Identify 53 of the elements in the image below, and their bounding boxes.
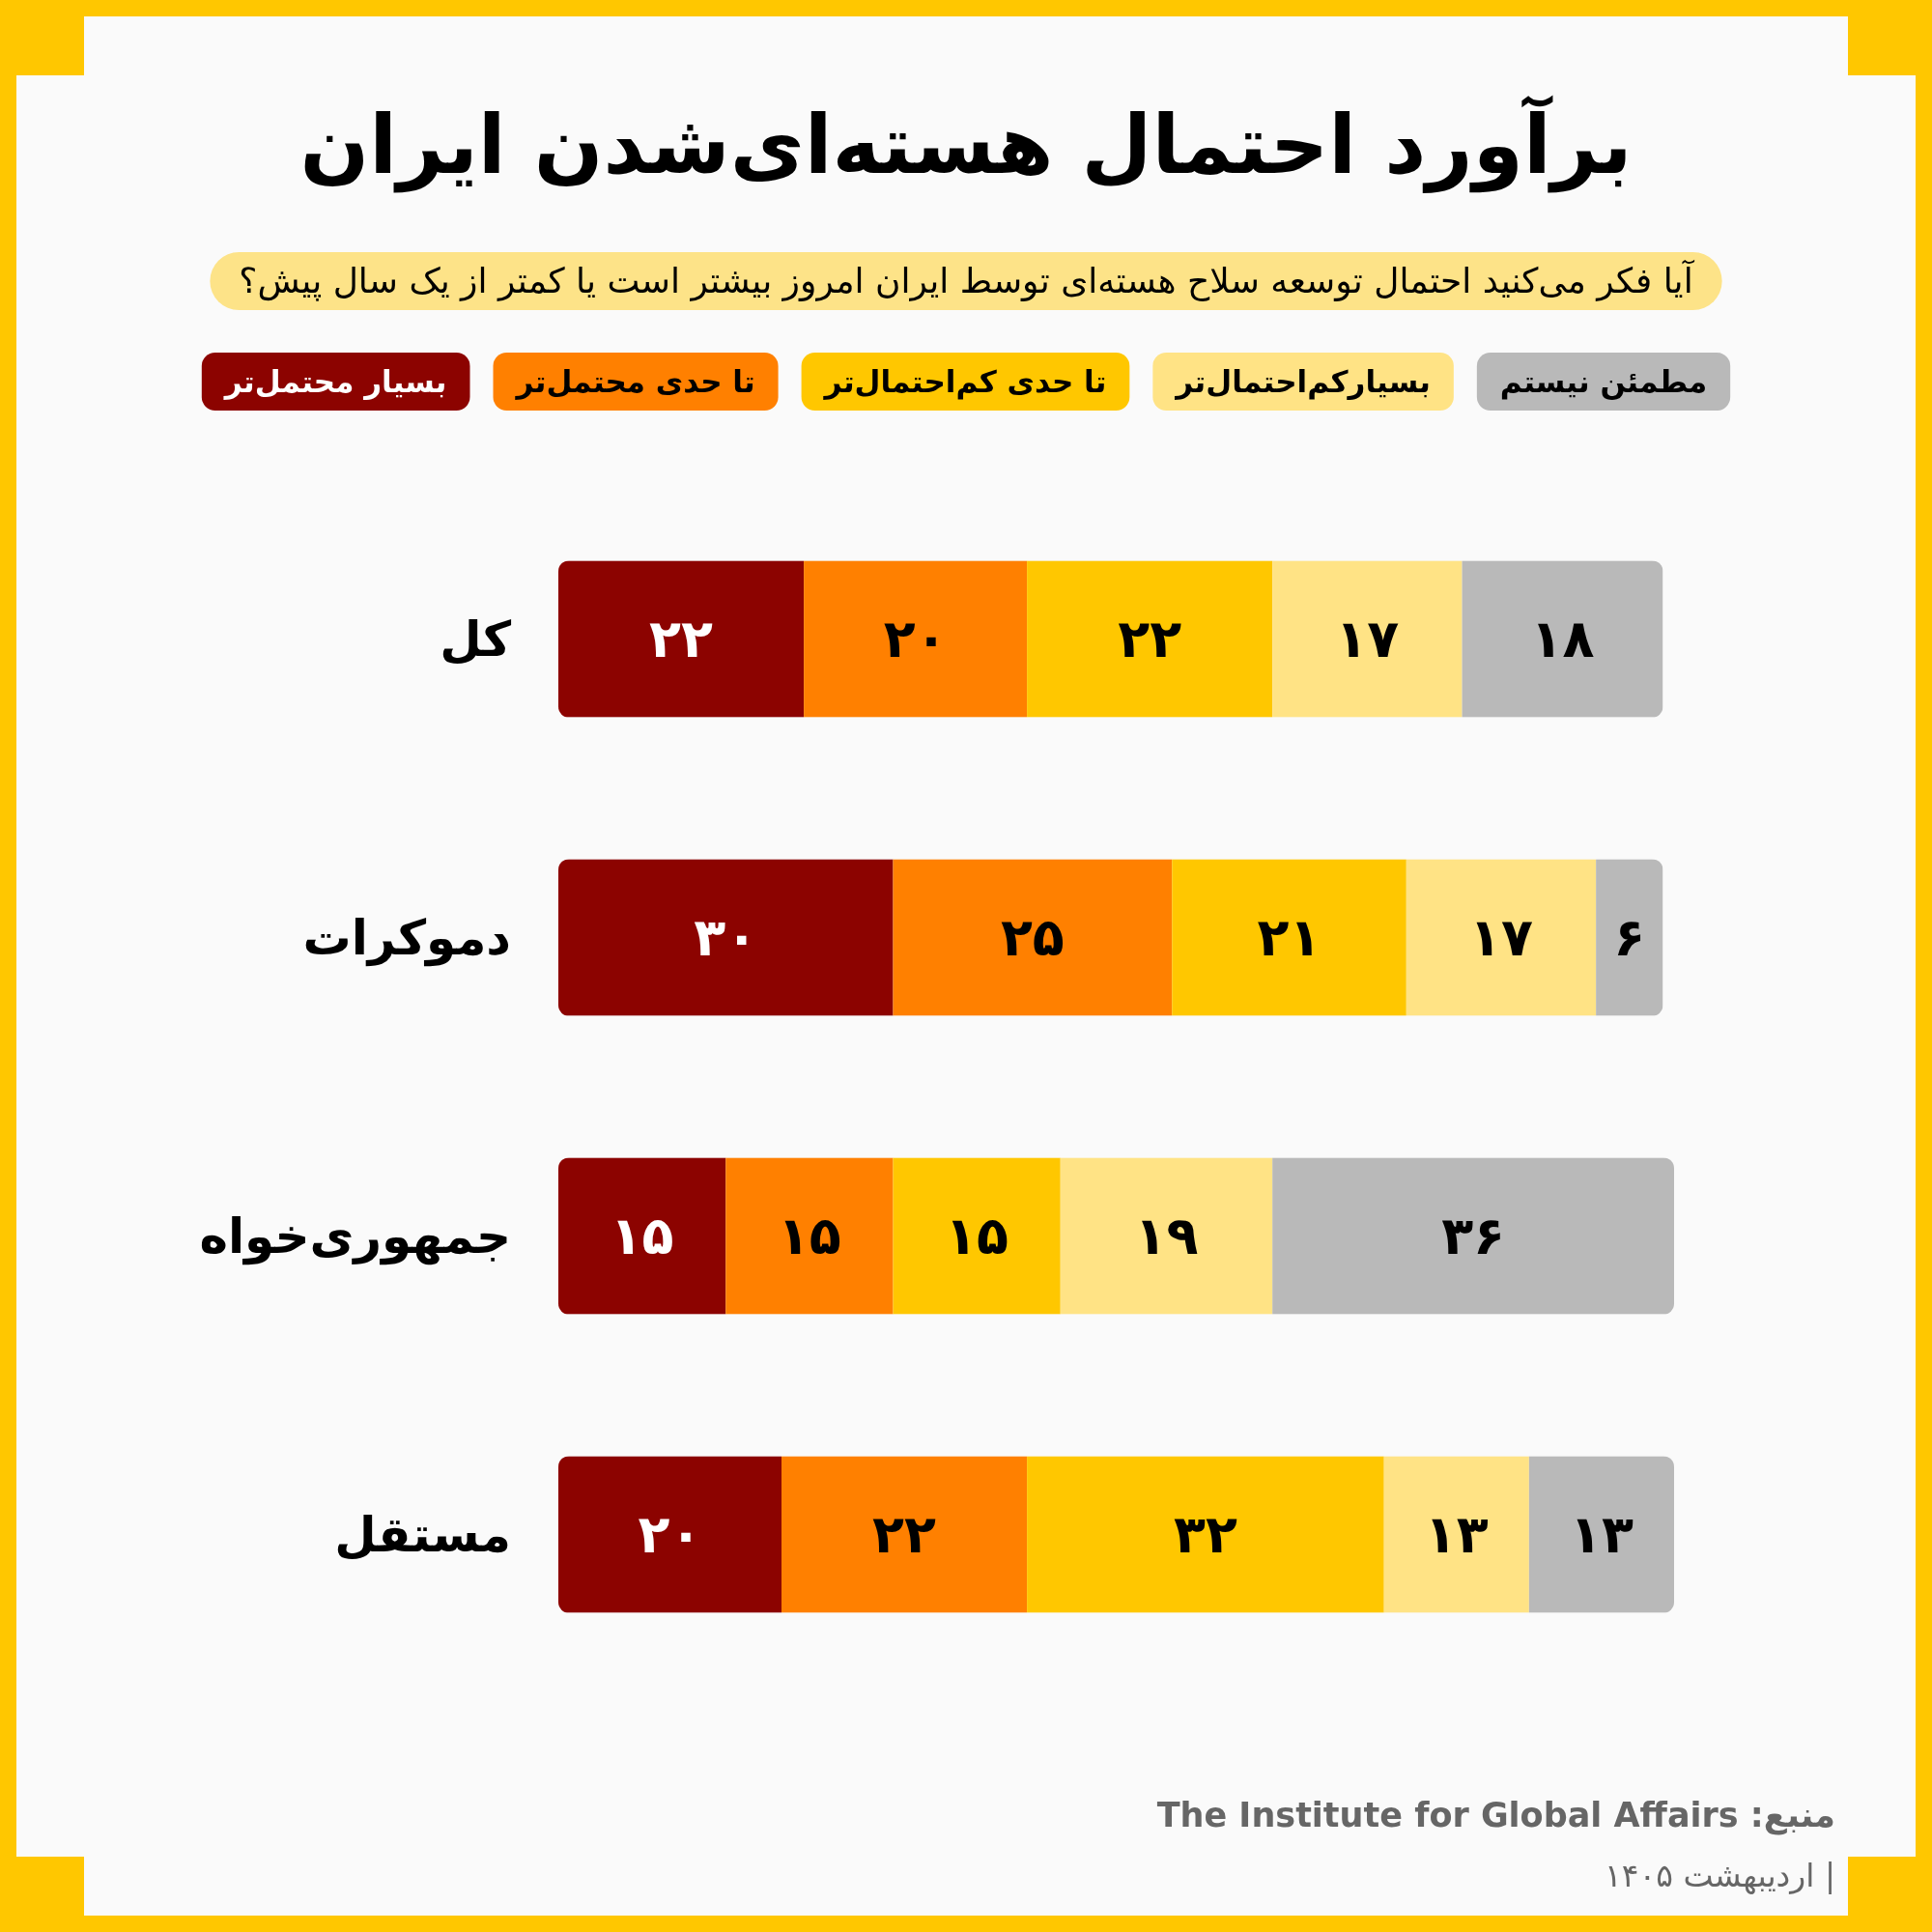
bar <box>1027 560 1273 718</box>
bar <box>558 859 894 1016</box>
data-label: ۲۲ <box>649 609 714 669</box>
bar <box>1172 859 1406 1016</box>
bar <box>1060 1157 1273 1315</box>
text: منبع: The Institute for Global Affairs <box>1156 1796 1835 1835</box>
data-label: ۳۲ <box>1173 1504 1237 1565</box>
chart-title: برآورد احتمال هسته‌ای‌شدن ایران <box>299 95 1633 193</box>
text: تا حدی کم‌احتمال‌تر <box>822 364 1107 400</box>
text: بسیارکم‌احتمال‌تر <box>1174 364 1431 400</box>
bar <box>558 1456 781 1613</box>
y-tick-label: مستقل <box>334 1506 511 1563</box>
bar <box>893 859 1173 1016</box>
data-label: ۱۳ <box>1424 1504 1489 1565</box>
data-label: ۲۰ <box>638 1504 702 1565</box>
data-label: ۳۶ <box>1441 1206 1506 1266</box>
data-label: ۱۵ <box>945 1206 1009 1266</box>
bar <box>893 1157 1061 1315</box>
data-label: ۱۷ <box>1469 907 1533 968</box>
data-label: ۱۹ <box>1134 1206 1199 1266</box>
bar <box>1596 859 1663 1016</box>
data-label: ۲۲ <box>872 1504 937 1565</box>
data-label: ۱۷ <box>1335 609 1400 669</box>
y-tick-label: دموکرات <box>302 909 511 967</box>
y-tick-label: کل <box>440 611 512 668</box>
bar <box>804 560 1028 718</box>
bar <box>1027 1456 1384 1613</box>
data-label: ۲۰ <box>883 609 948 669</box>
data-label: ۲۱ <box>1257 907 1321 968</box>
data-label: ۱۳ <box>1569 1504 1634 1565</box>
bar <box>1462 560 1663 718</box>
data-label: ۱۵ <box>777 1206 841 1266</box>
text: بسیار محتمل‌تر <box>222 364 447 400</box>
y-tick-label: جمهوری‌خواه <box>199 1208 511 1265</box>
bar <box>1406 859 1597 1016</box>
chart-subtitle: آیا فکر می‌کنید احتمال توسعه سلاح هسته‌ای توسط ایران امروز بیشتر است یا کمتر از یک سال پیش؟ <box>239 258 1695 301</box>
text: | اردیبهشت ۱۴۰۵ <box>1605 1856 1835 1894</box>
text: تا حدی محتمل‌تر <box>514 364 755 400</box>
data-label: ۱۵ <box>610 1206 674 1266</box>
bar <box>558 1157 726 1315</box>
data-label: ۲۲ <box>1118 609 1182 669</box>
bar <box>725 1157 894 1315</box>
bar <box>1272 560 1463 718</box>
bar <box>1528 1456 1674 1613</box>
bar <box>1272 1157 1674 1315</box>
text: مطمئن نیستم <box>1499 364 1708 400</box>
data-label: ۱۸ <box>1530 609 1595 669</box>
data-label: ۶ <box>1613 907 1646 968</box>
data-label: ۳۰ <box>694 907 758 968</box>
bar <box>558 560 805 718</box>
data-label: ۲۵ <box>1000 907 1065 968</box>
bar <box>1383 1456 1529 1613</box>
bar <box>781 1456 1028 1613</box>
